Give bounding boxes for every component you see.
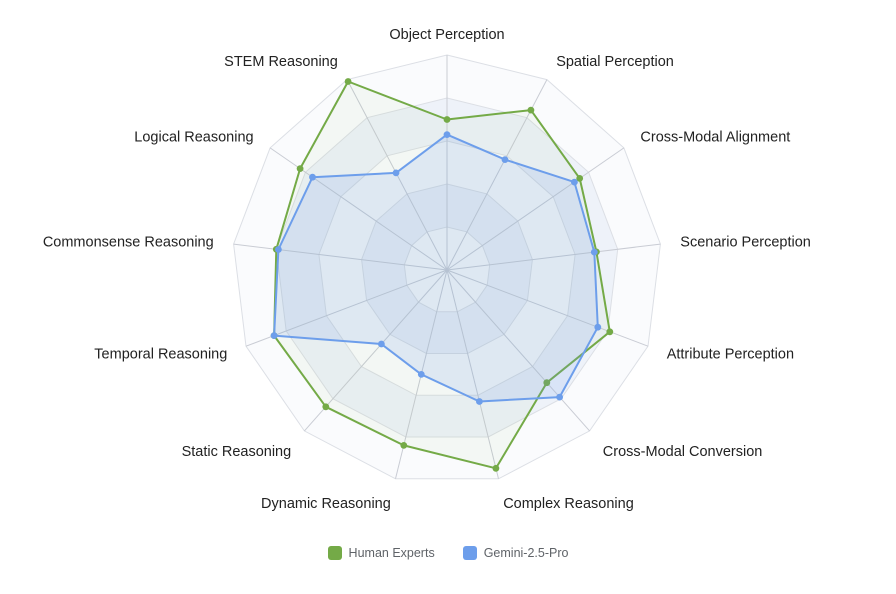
axis-line — [446, 269, 590, 432]
data-point-gemini-2-5-pro[interactable] — [443, 131, 451, 139]
legend-swatch-human-experts — [327, 546, 342, 560]
series-area-gemini-2-5-pro — [273, 133, 599, 403]
axis-line — [446, 243, 661, 271]
data-point-gemini-2-5-pro[interactable] — [275, 246, 282, 253]
axis-label-cross-modal-conversion: Cross-Modal Conversion — [603, 444, 763, 460]
legend-label-gemini-2-5-pro: Gemini-2.5-Pro — [483, 546, 569, 560]
axis-line — [304, 269, 448, 432]
chart-legend: Human Experts Gemini-2.5-Pro — [0, 546, 896, 560]
axis-label-scenario-perception: Scenario Perception — [680, 235, 811, 251]
axis-line — [446, 269, 649, 347]
data-point-gemini-2-5-pro[interactable] — [270, 332, 278, 339]
data-point-gemini-2-5-pro[interactable] — [417, 371, 425, 378]
axis-label-spatial-perception: Spatial Perception — [556, 54, 674, 70]
data-point-gemini-2-5-pro[interactable] — [392, 169, 400, 177]
axis-label-logical-reasoning: Logical Reasoning — [134, 130, 253, 146]
axis-label-static-reasoning: Static Reasoning — [182, 444, 292, 460]
data-point-human-experts[interactable] — [322, 403, 330, 411]
data-point-gemini-2-5-pro[interactable] — [378, 340, 385, 348]
axis-label-attribute-perception: Attribute Perception — [667, 346, 794, 362]
data-point-gemini-2-5-pro[interactable] — [501, 156, 509, 164]
axis-line — [446, 147, 625, 271]
axis-label-dynamic-reasoning: Dynamic Reasoning — [261, 496, 391, 512]
axis-label-commonsense-reasoning: Commonsense Reasoning — [43, 235, 214, 251]
data-point-human-experts[interactable] — [492, 464, 500, 472]
series-area-human-experts — [273, 80, 611, 470]
data-point-gemini-2-5-pro[interactable] — [594, 323, 602, 331]
data-point-human-experts[interactable] — [296, 165, 304, 173]
data-point-gemini-2-5-pro[interactable] — [571, 178, 578, 186]
axis-line — [233, 243, 448, 271]
axis-label-complex-reasoning: Complex Reasoning — [503, 496, 634, 512]
data-point-human-experts[interactable] — [606, 328, 614, 336]
data-point-gemini-2-5-pro[interactable] — [556, 393, 563, 401]
axis-line — [245, 269, 448, 347]
data-point-human-experts[interactable] — [400, 442, 408, 449]
data-point-human-experts[interactable] — [443, 116, 451, 123]
axis-label-cross-modal-alignment: Cross-Modal Alignment — [640, 130, 790, 146]
legend-item-gemini-2-5-pro[interactable]: Gemini-2.5-Pro — [462, 546, 569, 560]
data-point-human-experts[interactable] — [543, 379, 551, 387]
axis-line — [446, 269, 499, 479]
data-point-gemini-2-5-pro[interactable] — [476, 398, 483, 405]
axis-label-object-perception: Object Perception — [389, 27, 504, 43]
legend-swatch-gemini-2-5-pro — [462, 546, 477, 560]
legend-label-human-experts: Human Experts — [348, 546, 435, 560]
data-point-human-experts[interactable] — [344, 78, 352, 85]
legend-item-human-experts[interactable]: Human Experts — [327, 546, 435, 560]
axis-label-temporal-reasoning: Temporal Reasoning — [94, 346, 227, 362]
data-point-gemini-2-5-pro[interactable] — [309, 173, 316, 181]
data-point-human-experts[interactable] — [527, 106, 535, 114]
axis-label-stem-reasoning: STEM Reasoning — [224, 54, 338, 70]
data-point-human-experts[interactable] — [576, 175, 584, 182]
data-point-gemini-2-5-pro[interactable] — [590, 248, 598, 256]
